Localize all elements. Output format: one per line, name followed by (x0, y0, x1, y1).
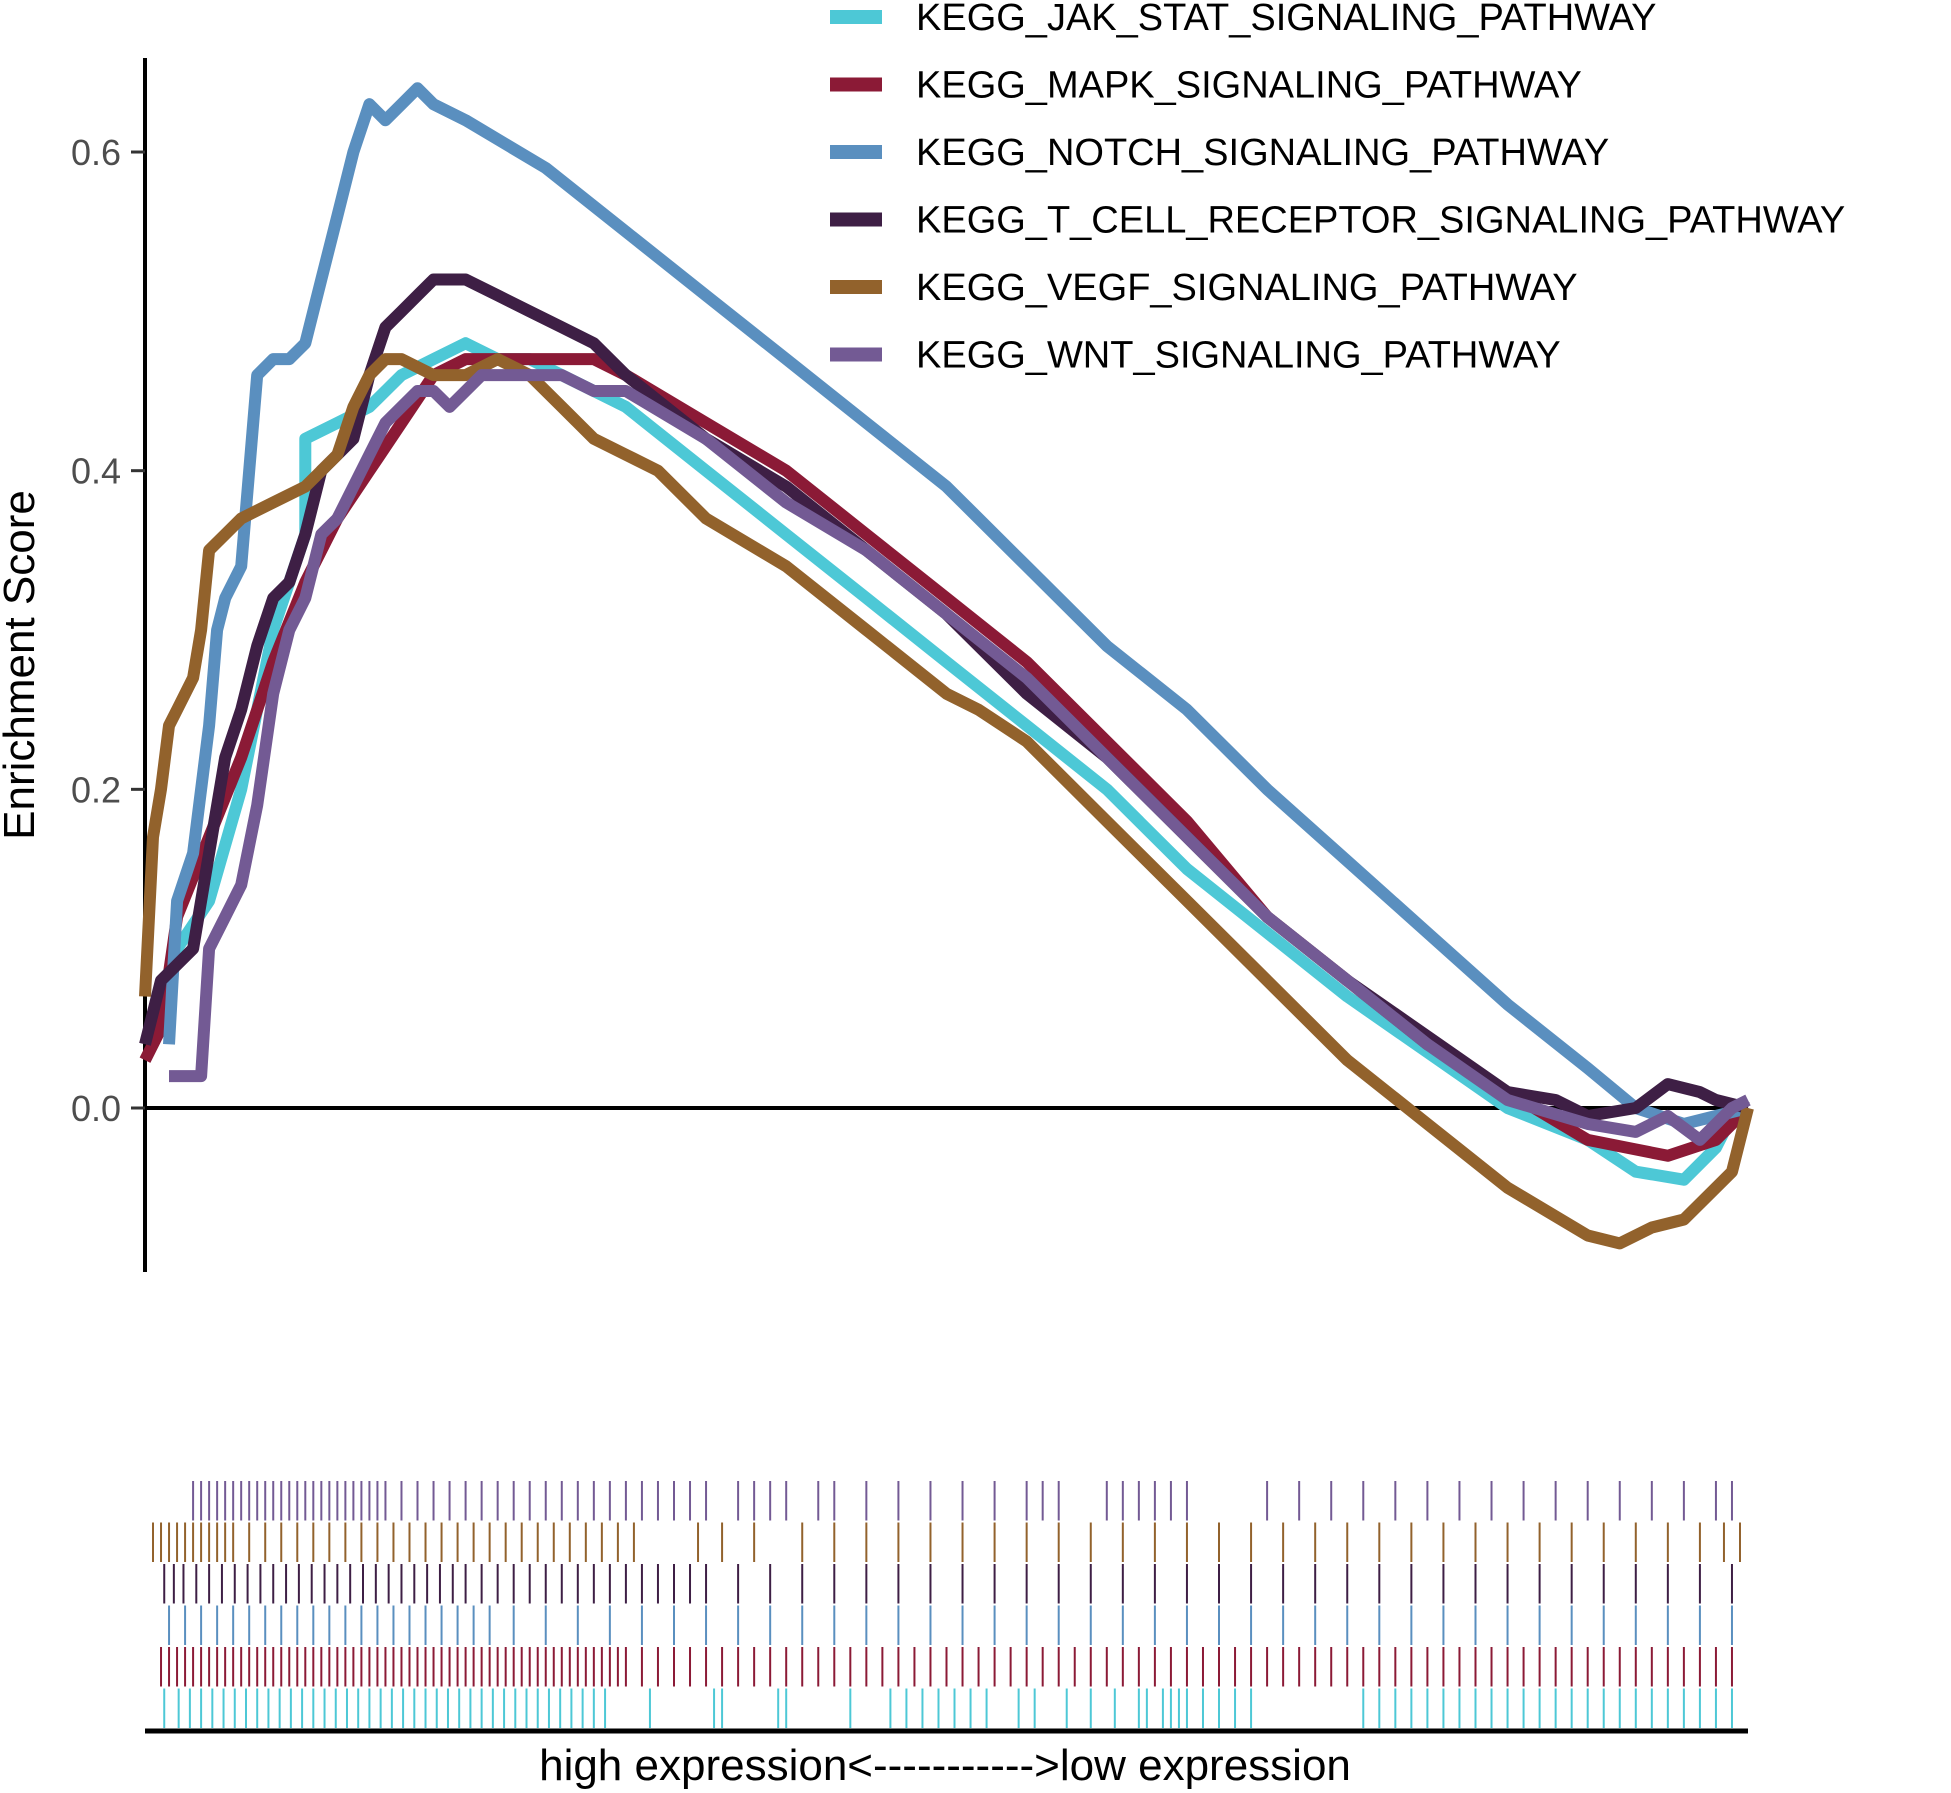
legend-label: KEGG_JAK_STAT_SIGNALING_PATHWAY (916, 0, 1656, 39)
y-tick-label: 0.4 (71, 451, 121, 492)
legend-swatch (830, 347, 882, 362)
series-line-4 (139, 273, 1750, 1122)
series-line-1 (155, 337, 1751, 1186)
y-axis-title: Enrichment Score (0, 490, 44, 840)
legend-swatch (830, 10, 882, 24)
series-line-5 (139, 353, 1754, 1250)
y-tick-label: 0.2 (71, 769, 121, 810)
legend-label: KEGG_NOTCH_SIGNALING_PATHWAY (916, 132, 1609, 174)
legend-swatch (830, 77, 882, 92)
legend-label: KEGG_T_CELL_RECEPTOR_SIGNALING_PATHWAY (916, 200, 1845, 242)
plot-area: 0.0 0.2 0.4 0.6 (71, 58, 1754, 1272)
y-tick-label: 0.0 (71, 1088, 121, 1129)
legend-swatch (830, 145, 882, 159)
legend-swatch (830, 280, 882, 294)
series-line-6 (169, 369, 1751, 1146)
legend: KEGG_JAK_STAT_SIGNALING_PATHWAY KEGG_MAPK… (830, 0, 1845, 377)
series-line-2 (139, 353, 1753, 1162)
legend-label: KEGG_MAPK_SIGNALING_PATHWAY (916, 65, 1582, 107)
y-tick-label: 0.6 (71, 132, 121, 173)
legend-label: KEGG_WNT_SIGNALING_PATHWAY (916, 335, 1561, 377)
legend-label: KEGG_VEGF_SIGNALING_PATHWAY (916, 267, 1578, 309)
x-axis-title: high expression<----------->low expressi… (539, 1741, 1351, 1790)
hit-rug-panel (145, 1481, 1748, 1734)
series-line-3 (163, 82, 1750, 1130)
legend-swatch (830, 212, 882, 227)
